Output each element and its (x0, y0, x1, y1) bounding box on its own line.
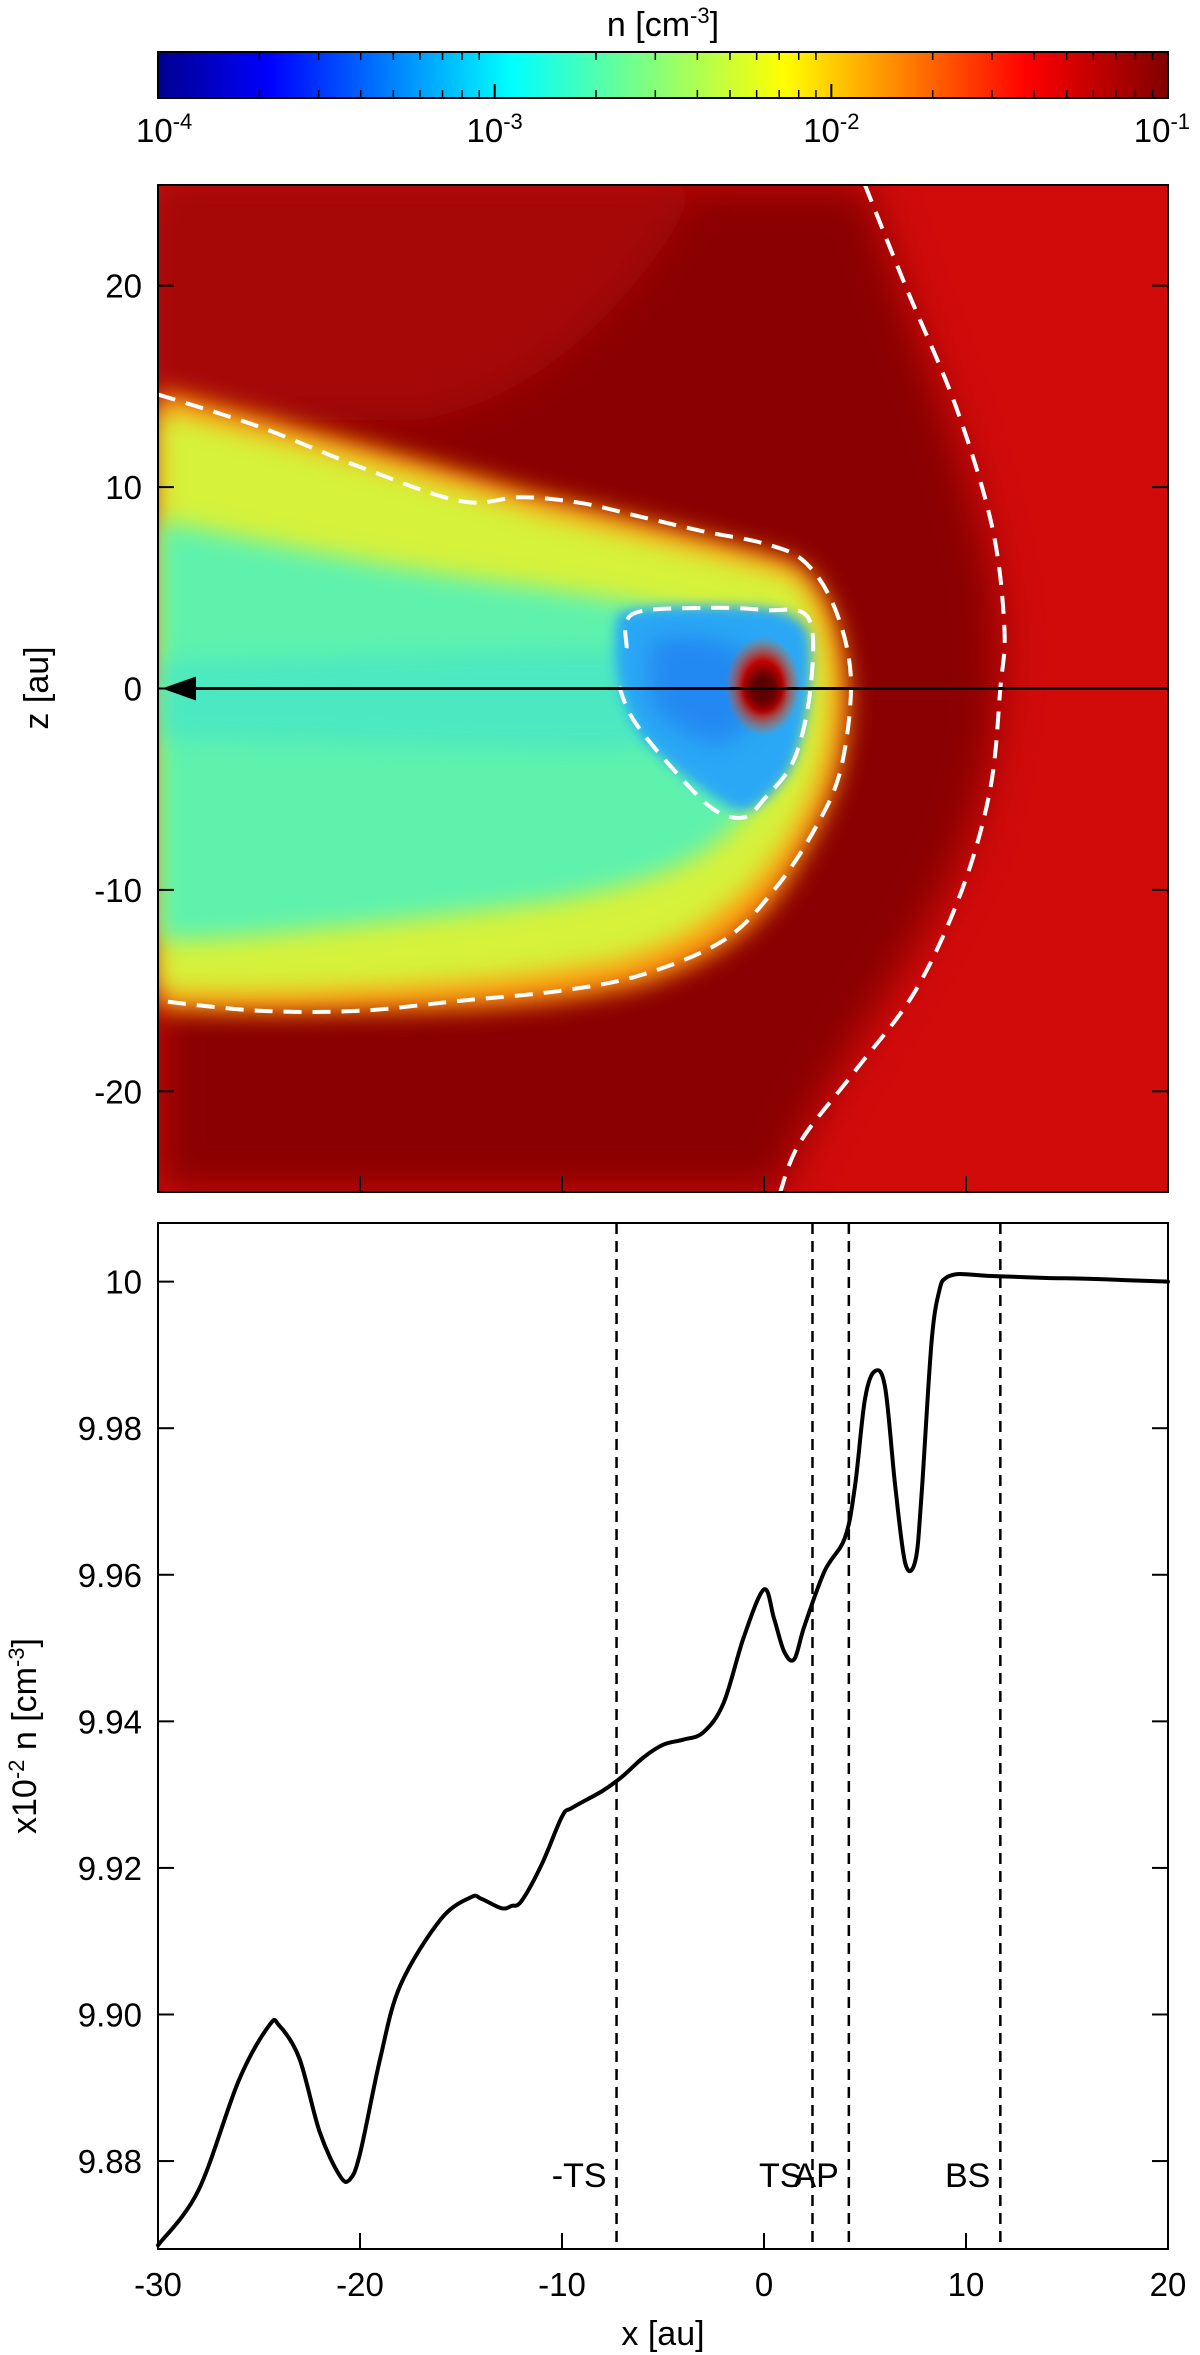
heatmap-ytick-label: 10 (105, 469, 142, 506)
bow-shock-line (778, 185, 1007, 1192)
colorbar-gradient (157, 51, 1169, 99)
heatmap-ticks: 20 10 0 -10 -20 (94, 268, 1169, 1192)
tail-cyan-band (158, 650, 690, 750)
outer-tail-region (158, 185, 700, 420)
boundary-marker-label: TS (759, 2157, 802, 2195)
boundary-marker-label: -TS (552, 2157, 607, 2195)
sightline-arrowhead (162, 676, 196, 701)
lineplot-ytick-label: 10 (105, 1264, 142, 1301)
lineplot-ylabel: x10-2 n [cm-3] (4, 1638, 44, 1834)
colorbar-minor-ticks (258, 52, 1154, 98)
lineplot-ytick-label: 9.94 (78, 1703, 142, 1740)
heatmap-panel (158, 185, 1168, 1192)
lineplot-ytick-label: 9.92 (78, 1850, 142, 1887)
heatmap-ytick-label: -20 (94, 1073, 142, 1110)
lineplot-xtick-label: 10 (948, 2266, 985, 2303)
lineplot-xtick-label: -10 (538, 2266, 586, 2303)
lineplot-xtick-label: -20 (336, 2266, 384, 2303)
lineplot-ytick-label: 9.96 (78, 1557, 142, 1594)
heatmap-ytick-label: 20 (105, 268, 142, 305)
colorbar-title: n [cm-3] (607, 3, 719, 44)
lineplot-xtick-label: 0 (755, 2266, 773, 2303)
colorbar-tick-label: 10-1 (1134, 109, 1190, 149)
heliopause-line (158, 392, 854, 1014)
lineplot-ticks: 9.88 9.90 9.92 9.94 9.96 9.98 10 -30 -20 -10 0 10 20 (78, 1264, 1187, 2303)
boundary-marker-label: BS (945, 2157, 990, 2195)
lineplot-xtick-label: -30 (134, 2266, 182, 2303)
colorbar-tick-labels: 10-4 10-3 10-2 10-1 (136, 84, 1190, 149)
colorbar-tick-label: 10-3 (467, 109, 523, 149)
colorbar-tick-label: 10-2 (803, 109, 859, 149)
termination-shock-line (614, 605, 816, 820)
boundary-marker-label: AP (793, 2157, 838, 2195)
heatmap-ytick-label: 0 (124, 671, 142, 708)
lineplot-xtick-label: 20 (1150, 2266, 1187, 2303)
lineplot-ytick-label: 9.88 (78, 2143, 142, 2180)
heatmap-ylabel: z [au] (18, 646, 56, 729)
colorbar: n [cm-3] 10-4 10-3 10-2 10-1 (136, 3, 1190, 149)
density-series-line (156, 1271, 1170, 2248)
heatmap-ytick-label: -10 (94, 872, 142, 909)
lineplot-ytick-label: 9.98 (78, 1410, 142, 1447)
lineplot-xlabel: x [au] (621, 2315, 704, 2353)
lineplot-ytick-label: 9.90 (78, 1996, 142, 2033)
colorbar-tick-label: 10-4 (136, 109, 192, 149)
